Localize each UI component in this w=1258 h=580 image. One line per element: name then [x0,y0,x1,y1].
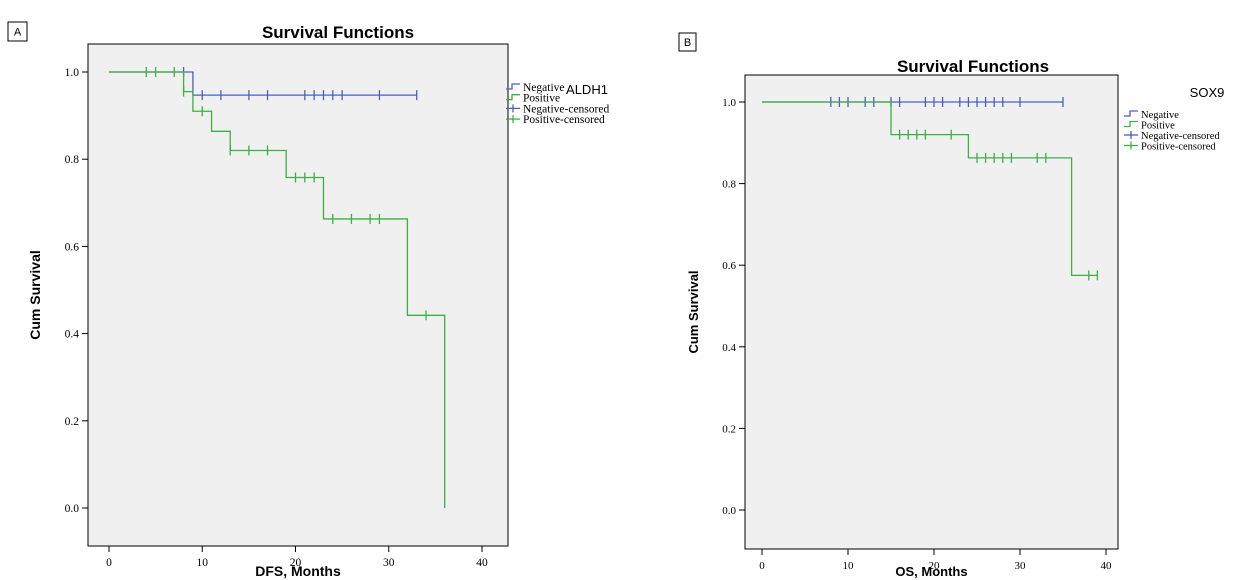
x-axis-label: OS, Months [895,564,967,579]
panel-label: A [14,27,22,39]
legend-label: Positive-censored [523,114,605,126]
legend-label: Negative [523,82,565,94]
y-tick-label: 0.2 [722,423,736,435]
legend-label: Negative [1141,110,1179,121]
x-tick-label: 20 [290,557,302,569]
x-tick-label: 40 [1101,560,1113,572]
legend-label: Positive-censored [1141,142,1216,153]
x-tick-label: 0 [106,557,112,569]
y-tick-label: 0.6 [65,241,80,253]
x-tick-label: 40 [476,557,488,569]
panel-label-box [7,21,28,42]
x-tick-label: 20 [929,560,941,572]
x-tick-label: 10 [843,560,855,572]
y-tick-label: 0.8 [722,179,736,191]
series-positive-line [762,101,1098,277]
y-axis-label: Cum Survival [27,250,43,339]
legend-label: Positive [1141,121,1175,132]
y-tick-label: 0.0 [722,505,736,517]
legend-label: Positive [523,93,560,105]
chart-title: Survival Functions [262,23,414,42]
legend-title: SOX9 [1190,85,1225,100]
y-tick-label: 0.8 [65,154,80,166]
y-tick-label: 1.0 [722,97,736,109]
y-tick-label: 0.4 [65,329,80,341]
chart-title: Survival Functions [897,57,1049,76]
plot-area [87,43,509,547]
panel-label-box [678,32,697,52]
y-axis-label: Cum Survival [686,270,701,353]
x-axis-label: DFS, Months [255,563,341,579]
legend-label: Negative-censored [1141,131,1220,142]
y-tick-label: 0.0 [65,503,80,515]
legend-title: ALDH1 [566,82,608,97]
legend-swatch [506,94,520,101]
x-tick-label: 10 [197,557,209,569]
legend-swatch [1124,110,1138,117]
y-tick-label: 0.4 [722,342,736,354]
x-tick-label: 30 [383,557,395,569]
legend-swatch [1124,120,1138,128]
plot-area [744,74,1119,550]
panel-b: B Survival Functions 0.0 0.2 0.4 0.6 0.8 1.0 0 10… [678,32,1225,579]
panel-label: B [684,37,691,49]
legend-swatch [506,83,520,90]
y-tick-label: 1.0 [65,67,80,79]
x-tick-label: 30 [1015,560,1027,572]
x-tick-label: 0 [759,560,765,572]
panel-a: A Survival Functions 0.0 0.2 0.4 0.6 0.8 1.0 0 10… [7,21,609,579]
y-tick-label: 0.6 [722,260,736,272]
y-tick-label: 0.2 [65,416,80,428]
legend-label: Negative-censored [523,103,609,115]
